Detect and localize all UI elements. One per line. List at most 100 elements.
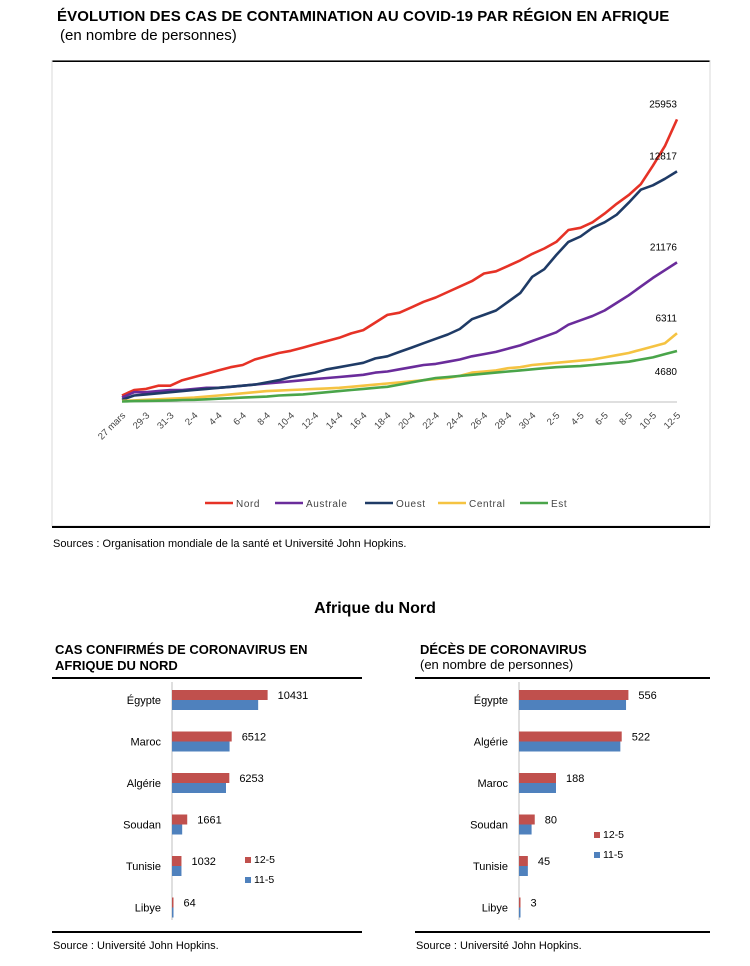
bar-12-5 <box>172 690 268 700</box>
category-label: Algérie <box>474 737 508 749</box>
bar-12-5 <box>172 814 188 825</box>
x-tick-label: 6-4 <box>231 410 248 427</box>
series-line-est <box>121 349 678 403</box>
x-tick-label: 2-4 <box>183 410 200 427</box>
legend-label-ouest: Ouest <box>396 499 426 510</box>
x-tick-label: 16-4 <box>348 410 369 431</box>
x-tick-label: 14-4 <box>324 410 345 431</box>
series-line-australe <box>121 261 678 399</box>
data-label: 10431 <box>278 690 309 702</box>
category-label: Soudan <box>123 820 161 832</box>
end-label-central: 6311 <box>655 313 677 324</box>
top-rule <box>52 60 710 62</box>
cases-top-rule <box>52 677 362 679</box>
category-label: Maroc <box>130 737 161 749</box>
bar-12-5 <box>172 897 174 908</box>
end-label-australe: 21176 <box>650 242 678 253</box>
category-label: Tunisie <box>473 861 508 873</box>
x-tick-label: 12-4 <box>300 410 321 431</box>
chart-subtitle: (en nombre de personnes) <box>60 27 237 44</box>
data-label: 3 <box>531 898 537 910</box>
data-label: 1661 <box>197 815 221 827</box>
x-tick-label: 30-4 <box>517 410 538 431</box>
legend-label-nord: Nord <box>236 499 260 510</box>
data-label: 1032 <box>191 856 215 868</box>
x-tick-label: 18-4 <box>372 410 393 431</box>
legend-label-11-5: 11-5 <box>254 874 274 886</box>
cases-source: Source : Université John Hopkins. <box>53 940 219 952</box>
category-label: Libye <box>135 903 161 915</box>
deaths-source: Source : Université John Hopkins. <box>416 940 582 952</box>
deaths-bar-chart: Égypte 556 Algérie 522 Maroc 188 Soudan 80 Tunis… <box>470 682 657 920</box>
bar-11-5 <box>519 824 532 835</box>
legend-swatch-11-5 <box>594 852 600 858</box>
legend-swatch-11-5 <box>245 877 251 883</box>
bar-11-5 <box>172 783 227 793</box>
category-label: Maroc <box>477 778 508 790</box>
legend-label-11-5: 11-5 <box>603 849 623 861</box>
data-label: 188 <box>566 773 584 785</box>
x-tick-label: 8-4 <box>255 410 272 427</box>
line-chart: 25953 21176 12817 6311 4680 27 mars 29-3 31-3 2-… <box>51 60 711 527</box>
data-label: 64 <box>184 898 196 910</box>
deaths-bottom-rule <box>415 931 710 933</box>
legend-label-australe: Australe <box>306 499 348 510</box>
x-tick-label: 4-5 <box>569 410 586 427</box>
data-label: 80 <box>545 815 557 827</box>
category-label: Tunisie <box>126 861 161 873</box>
bar-12-5 <box>519 814 535 825</box>
bar-11-5 <box>172 866 182 876</box>
cases-bottom-rule <box>52 931 362 933</box>
data-label: 522 <box>632 732 650 744</box>
bar-11-5 <box>519 907 521 918</box>
series-line-nord <box>121 118 679 397</box>
end-label-est: 4680 <box>655 367 678 378</box>
plot-area-border <box>51 60 711 527</box>
cases-bar-chart: Égypte 10431 Maroc 6512 Algérie 6253 Soudan 166… <box>123 682 309 920</box>
deaths-top-rule <box>415 677 710 679</box>
bar-12-5 <box>172 773 230 783</box>
bar-12-5 <box>172 731 232 742</box>
bar-11-5 <box>172 824 183 835</box>
x-tick-label: 8-5 <box>617 410 634 427</box>
section-title: Afrique du Nord <box>314 600 436 617</box>
bar-11-5 <box>172 700 259 710</box>
legend-swatch-12-5 <box>594 832 600 838</box>
category-label: Soudan <box>470 820 508 832</box>
category-label: Libye <box>482 903 508 915</box>
data-label: 45 <box>538 856 550 868</box>
source-top: Sources : Organisation mondiale de la sa… <box>53 538 407 550</box>
bar-12-5 <box>519 690 629 700</box>
x-tick-label: 20-4 <box>396 410 417 431</box>
x-tick-label: 10-4 <box>276 410 297 431</box>
category-label: Algérie <box>127 778 161 790</box>
legend-label-12-5: 12-5 <box>603 829 624 841</box>
deaths-chart-subtitle: (en nombre de personnes) <box>420 657 574 672</box>
bar-11-5 <box>519 741 621 752</box>
deaths-chart-title: DÉCÈS DE CORONAVIRUS <box>420 642 587 657</box>
bar-11-5 <box>172 741 230 752</box>
end-label-ouest: 12817 <box>649 151 677 162</box>
x-tick-label: 10-5 <box>638 410 659 431</box>
bar-11-5 <box>519 783 556 793</box>
end-label-nord: 25953 <box>649 99 677 110</box>
bar-12-5 <box>519 897 521 908</box>
bar-11-5 <box>519 700 627 710</box>
series-line-ouest <box>121 170 678 402</box>
cases-chart-title: CAS CONFIRMÉS DE CORONAVIRUS EN AFRIQUE … <box>55 642 308 673</box>
data-label: 6512 <box>242 732 266 744</box>
line-chart-bottom-rule <box>52 526 710 528</box>
x-tick-label: 27 mars <box>96 410 128 442</box>
x-tick-label: 22-4 <box>421 410 442 431</box>
bar-12-5 <box>519 773 556 783</box>
x-tick-label: 6-5 <box>593 410 610 427</box>
x-tick-label: 2-5 <box>545 410 562 427</box>
bar-11-5 <box>519 866 528 876</box>
x-tick-label: 31-3 <box>155 410 176 431</box>
x-tick-label: 24-4 <box>445 410 466 431</box>
x-tick-label: 4-4 <box>207 410 224 427</box>
series-line-central <box>121 332 678 403</box>
legend-label-12-5: 12-5 <box>254 854 275 866</box>
legend-label-est: Est <box>551 499 567 510</box>
x-tick-label: 12-5 <box>662 410 683 431</box>
